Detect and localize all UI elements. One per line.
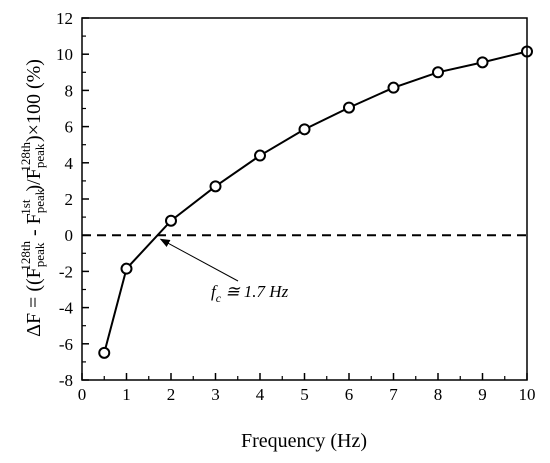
x-tick-label: 1 xyxy=(122,385,131,404)
data-point xyxy=(120,262,133,275)
data-point xyxy=(209,180,222,193)
data-point xyxy=(254,149,266,162)
x-tick-label: 2 xyxy=(167,385,176,404)
annotation-fc-main: f xyxy=(211,282,218,301)
data-point xyxy=(298,123,311,136)
series-line xyxy=(103,50,528,354)
x-axis-title: Frequency (Hz) xyxy=(241,430,367,452)
data-point xyxy=(343,101,355,114)
y-tick-label: 6 xyxy=(65,118,74,137)
x-tick-label: 0 xyxy=(78,385,87,404)
ylabel-sup-3: 128th xyxy=(18,142,33,172)
x-tick-label: 3 xyxy=(211,385,220,404)
y-tick-label: -8 xyxy=(59,371,73,390)
x-tick-label: 4 xyxy=(256,385,265,404)
y-tick-label: 4 xyxy=(65,154,74,173)
annotation-arrow xyxy=(159,238,239,282)
x-tick-label: 9 xyxy=(478,385,487,404)
annotation-fc: fc ≅ 1.7 Hz xyxy=(211,282,289,305)
y-tick-label: 10 xyxy=(56,45,73,64)
plot-area-frame xyxy=(81,17,528,381)
data-point xyxy=(476,56,489,69)
ylabel-sub-1: peak xyxy=(32,242,47,267)
data-point xyxy=(98,346,111,359)
ylabel-mid-1: - F xyxy=(23,213,45,241)
y-tick-label: -6 xyxy=(59,335,73,354)
ylabel-mid-2: )/F xyxy=(23,168,45,191)
y-tick-label: 8 xyxy=(65,81,74,100)
ticks xyxy=(81,17,528,381)
x-tick-label: 10 xyxy=(519,385,536,404)
data-point xyxy=(432,66,444,79)
annotation-fc-sub: c xyxy=(216,291,222,305)
ylabel-sup-2: 1st xyxy=(18,199,33,215)
y-tick-label: -2 xyxy=(59,262,73,281)
y-tick-label: -4 xyxy=(59,299,74,318)
x-tick-label: 7 xyxy=(389,385,398,404)
ylabel-sub-2: peak xyxy=(32,188,47,213)
data-point xyxy=(165,214,177,227)
y-tick-label: 2 xyxy=(65,190,74,209)
annotation-fc-rest: ≅ 1.7 Hz xyxy=(221,282,289,301)
x-tick-label: 8 xyxy=(434,385,443,404)
ylabel-sup-1: 128th xyxy=(18,241,33,271)
ylabel-prefix: ΔF = ((F xyxy=(23,267,45,337)
y-tick-label: 12 xyxy=(56,9,73,28)
data-point xyxy=(387,81,400,94)
ylabel-suffix: )×100 (%) xyxy=(23,59,45,142)
data-points xyxy=(98,45,533,359)
x-tick-label: 5 xyxy=(300,385,309,404)
x-tick-label: 6 xyxy=(345,385,354,404)
y-axis-title: ΔF = ((Fpeak128th - Fpeak1st)/Fpeak128th… xyxy=(18,59,47,337)
ylabel-sub-3: peak xyxy=(32,143,47,168)
y-tick-label: 0 xyxy=(65,226,74,245)
